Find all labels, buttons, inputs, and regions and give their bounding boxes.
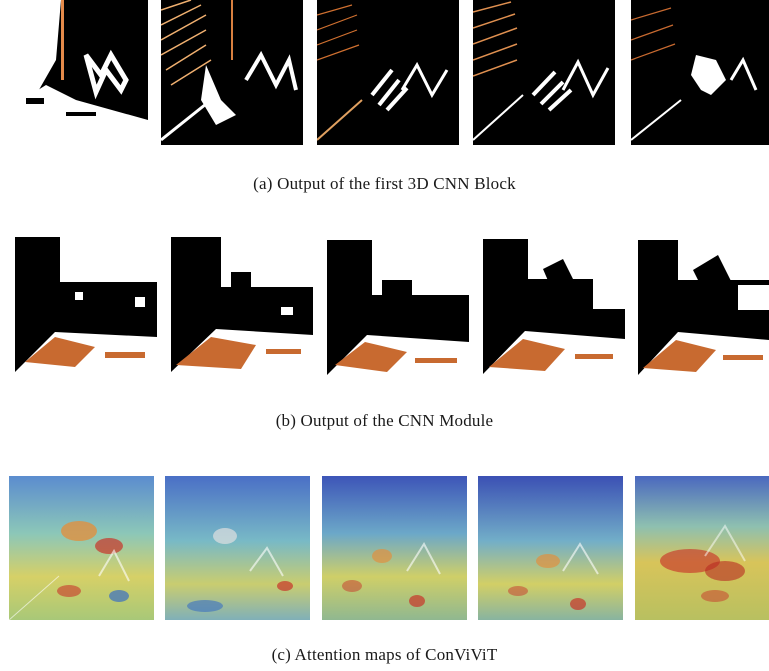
attention-map-c1 (9, 476, 154, 620)
feature-map-b1 (15, 237, 157, 377)
feature-map-a1 (6, 0, 148, 145)
attention-map-c2 (165, 476, 310, 620)
caption-b: (b) Output of the CNN Module (275, 411, 494, 430)
feature-map-a4 (473, 0, 615, 145)
feature-map-a2 (161, 0, 303, 145)
feature-map-a5 (631, 0, 769, 145)
feature-map-b2 (171, 237, 313, 377)
feature-map-b4 (483, 239, 625, 379)
feature-map-b5 (638, 240, 769, 380)
attention-map-c5 (635, 476, 769, 620)
caption-c: (c) Attention maps of ConViViT (271, 645, 498, 664)
attention-map-c3 (322, 476, 467, 620)
feature-map-b3 (327, 240, 469, 380)
attention-map-c4 (478, 476, 623, 620)
feature-map-a3 (317, 0, 459, 145)
caption-a: (a) Output of the first 3D CNN Block (253, 174, 516, 193)
